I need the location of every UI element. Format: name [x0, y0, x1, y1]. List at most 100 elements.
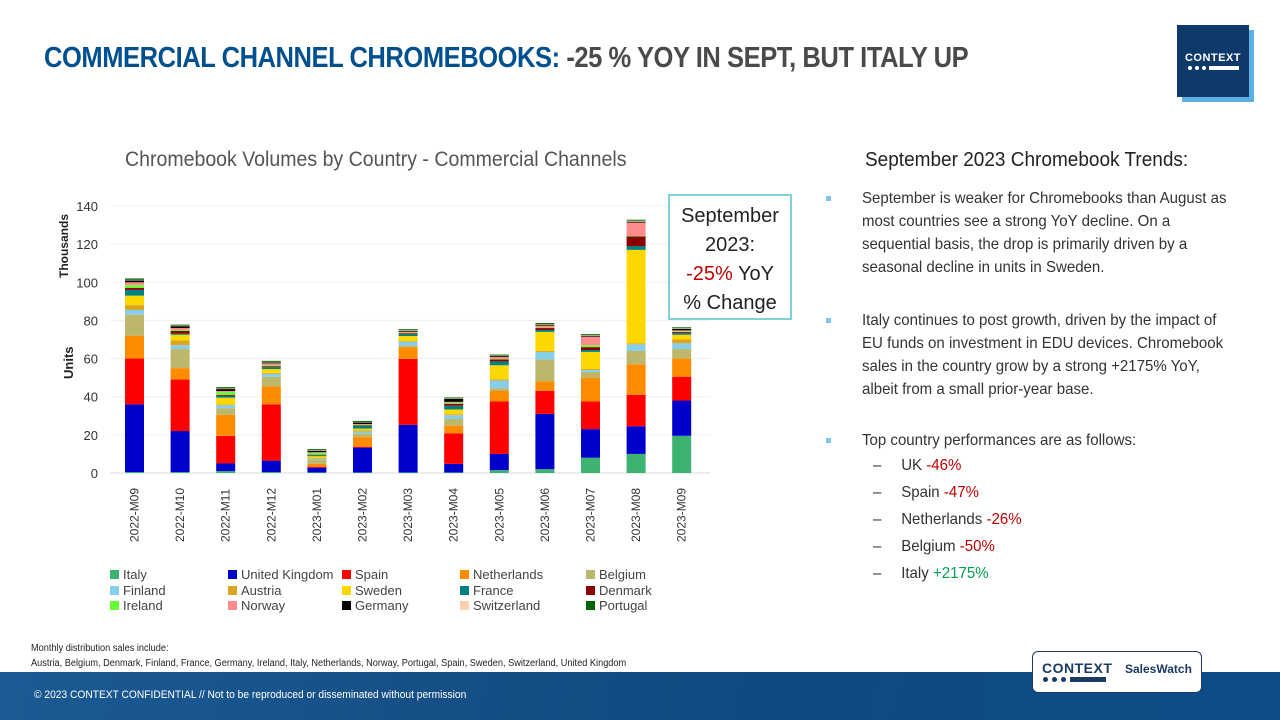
bar-segment-spain	[353, 446, 372, 448]
bar-segment-germany	[535, 324, 555, 326]
bar-segment-france	[535, 329, 555, 332]
y-tick-label: 40	[84, 390, 98, 405]
bar-segment-sweden	[626, 249, 646, 344]
bar-segment-portugal	[170, 324, 190, 326]
logo-text: CONTEXT	[1184, 52, 1242, 64]
legend-label: France	[473, 582, 514, 598]
y-axis-label: Units	[61, 347, 76, 380]
bar-segment-denmark	[307, 454, 327, 456]
bar-segment-switzerland	[489, 355, 509, 357]
annotation-line1: September	[681, 205, 779, 227]
performance-country: UK	[901, 457, 927, 474]
bar-segment-netherlands	[398, 347, 418, 359]
legend-swatch	[228, 570, 237, 579]
bar-segment-france	[626, 246, 646, 250]
bar-segment-italy	[170, 472, 190, 473]
bar-segment-netherlands	[170, 368, 190, 380]
bar-segment-austria	[444, 414, 464, 416]
bar-segment-ireland	[535, 327, 555, 329]
bar-segment-belgium	[170, 349, 190, 369]
bar-segment-norway	[626, 222, 646, 236]
title-main: COMMERCIAL CHANNEL CHROMEBOOKS:	[44, 42, 560, 74]
bar-segment-united-kingdom	[535, 413, 555, 470]
legend-label: Portugal	[599, 598, 648, 613]
bar-segment-switzerland	[626, 220, 646, 222]
x-tick-label: 2023-M07	[584, 488, 598, 542]
bar-segment-austria	[125, 305, 144, 310]
bar-segment-austria	[581, 369, 600, 371]
bar-segment-italy	[125, 472, 144, 473]
legend-swatch	[460, 601, 469, 610]
bar-segment-france	[170, 333, 190, 335]
bar-segment-sweden	[353, 428, 372, 431]
y-tick-label: 60	[84, 352, 98, 367]
bar-segment-italy	[353, 472, 372, 473]
bar-segment-norway	[535, 325, 555, 328]
bar-segment-norway	[125, 282, 144, 286]
page-title: COMMERCIAL CHANNEL CHROMEBOOKS: -25 % YO…	[44, 42, 969, 75]
bar-segment-spain	[170, 379, 190, 432]
stacked-bar-chart: 0 20 40 60 80 100 120 140 Thousands Units 2022-…	[57, 199, 710, 542]
bar-segment-finland	[444, 415, 464, 420]
dash-icon: –	[873, 484, 882, 501]
x-tick-labels: 2022-M09 2022-M10 2022-M11 2022-M12 2023-M01…	[128, 488, 689, 542]
bullet-square-icon	[826, 196, 831, 201]
bar-segment-finland	[170, 345, 190, 350]
bar-segment-netherlands	[626, 364, 646, 395]
bar-segment-united-kingdom	[489, 453, 509, 471]
bar-segment-denmark	[489, 359, 509, 362]
bar-segment-switzerland	[444, 398, 464, 400]
bar-segment-norway	[216, 390, 236, 392]
bar-segment-sweden	[398, 336, 418, 341]
bar-segment-belgium	[353, 433, 372, 438]
bar-segment-finland	[216, 405, 236, 409]
bar-segment-united-kingdom	[353, 447, 372, 473]
bar-segment-france	[398, 334, 418, 337]
bar-segment-germany	[261, 362, 281, 364]
bar-segment-belgium	[535, 359, 555, 382]
bar-segment-spain	[489, 401, 509, 454]
bar-segment-spain	[672, 376, 692, 401]
annotation-value-suffix: YoY	[732, 263, 774, 285]
performance-country: Italy	[901, 565, 933, 582]
legend-swatch	[342, 601, 351, 610]
y-axis-unit-label: Thousands	[57, 214, 71, 278]
legend-item-austria: Austria	[228, 583, 281, 598]
bar-segment-italy	[307, 472, 327, 473]
bar-segment-ireland	[398, 332, 418, 334]
x-tick-label: 2023-M02	[356, 488, 370, 542]
bar-segment-belgium	[626, 350, 646, 365]
bar-segment-italy	[581, 457, 600, 473]
bar-segment-portugal	[398, 329, 418, 331]
bar-segment-netherlands	[489, 390, 509, 402]
bar-segment-austria	[398, 340, 418, 342]
trends-title: September 2023 Chromebook Trends:	[865, 149, 1189, 171]
bar-segment-united-kingdom	[307, 467, 327, 473]
bar-segment-germany	[489, 356, 509, 358]
annotation-value: -25%	[686, 263, 733, 285]
bar-segment-norway	[444, 401, 464, 403]
bullet-square-icon	[826, 318, 831, 323]
saleswatch-brand: CONTEXT	[1042, 660, 1113, 676]
bar-segment-spain	[626, 394, 646, 427]
bar-segment-denmark	[444, 403, 464, 406]
bar-segment-netherlands	[581, 377, 600, 402]
bar-segment-sweden	[444, 409, 464, 415]
x-tick-label: 2023-M05	[492, 488, 506, 542]
legend-swatch	[110, 601, 119, 610]
bar-segment-denmark	[261, 366, 281, 368]
bar-segment-switzerland	[581, 335, 600, 336]
bar-segment-finland	[626, 344, 646, 351]
x-tick-label: 2023-M04	[447, 488, 461, 542]
performance-item-belgium: – Belgium -50%	[873, 538, 995, 556]
bar-segment-portugal	[307, 449, 327, 451]
bar-segment-finland	[261, 373, 281, 377]
performance-change: -47%	[943, 484, 979, 501]
bar-segment-portugal	[444, 397, 464, 399]
bar-segment-switzerland	[535, 324, 555, 325]
bar-segment-spain	[216, 435, 236, 464]
bar-segment-germany	[170, 326, 190, 329]
bar-segment-belgium	[216, 408, 236, 415]
annotation-line4: % Change	[683, 292, 777, 314]
bar-segment-belgium	[261, 376, 281, 387]
